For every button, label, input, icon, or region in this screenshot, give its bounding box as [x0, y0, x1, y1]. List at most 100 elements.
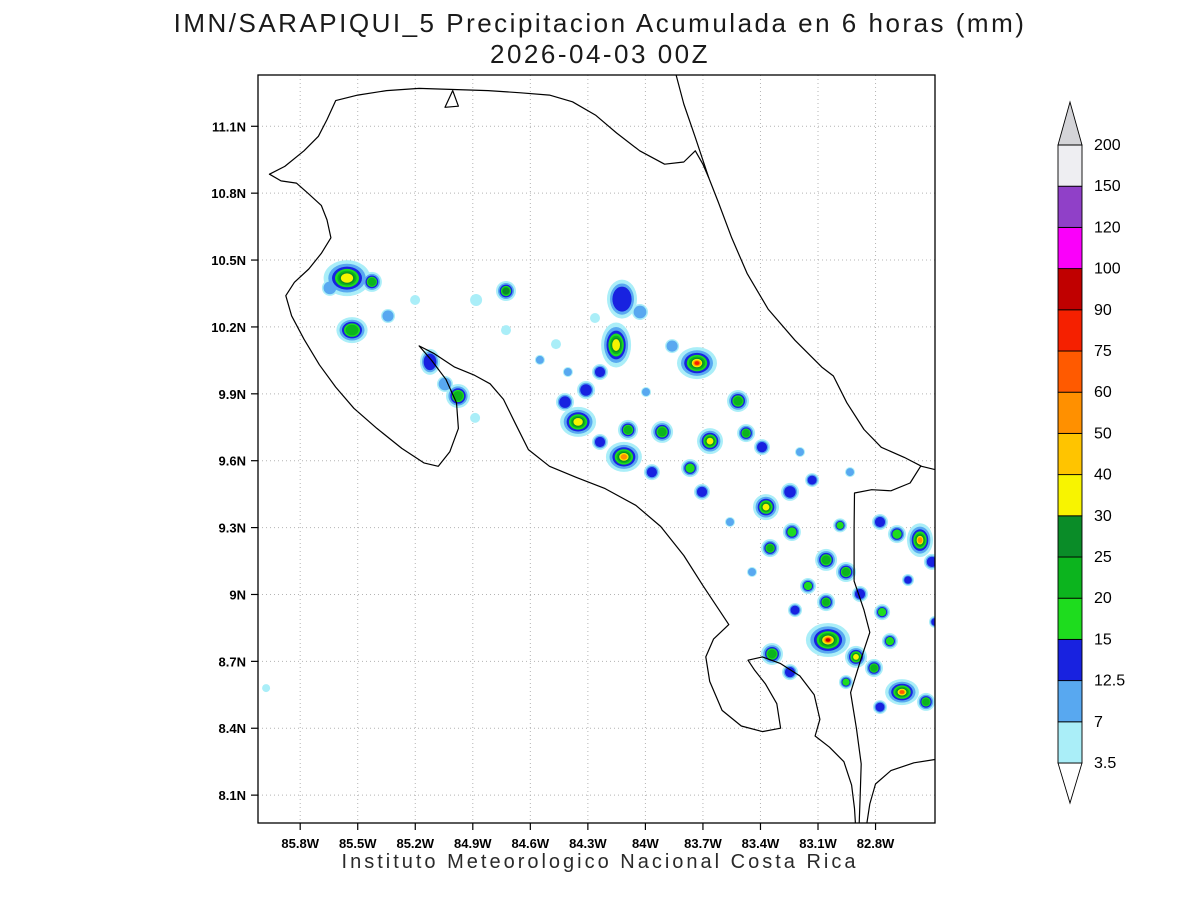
precip-cell-contour — [612, 286, 632, 312]
precip-cell-contour — [878, 608, 887, 617]
colorbar-label: 20 — [1094, 590, 1112, 607]
y-axis-tick-label: 10.5N — [211, 253, 246, 268]
precip-cell-contour — [423, 353, 437, 371]
precip-cell-contour — [340, 273, 354, 283]
precip-cell-contour — [822, 598, 830, 606]
axis-ticks-layer: 85.8W 85.5W 85.2W 84.9W 84.6W 84.3W 84W 83.7W 83… — [211, 119, 895, 851]
precip-cell-contour — [501, 325, 511, 336]
precip-cell-contour — [706, 437, 714, 445]
x-axis-tick-label: 84.6W — [512, 836, 550, 851]
x-axis-tick-label: 84.9W — [454, 836, 492, 851]
y-axis-tick-label: 9.6N — [219, 454, 246, 469]
colorbar-segment — [1057, 721, 1083, 764]
precip-cell-contour — [666, 340, 678, 352]
colorbar-segment — [1057, 391, 1083, 434]
precip-cell-contour — [726, 518, 734, 526]
precip-cell-contour — [733, 396, 743, 406]
precip-cell-contour — [767, 649, 777, 659]
x-axis-tick-label: 83.4W — [742, 836, 780, 851]
x-axis-tick-label: 85.8W — [281, 836, 319, 851]
colorbar-segment — [1057, 144, 1083, 187]
precip-cell-contour — [559, 396, 571, 408]
figure-datetime: 2026-04-03 00Z — [489, 39, 711, 69]
precip-cell-contour — [470, 294, 483, 306]
x-axis-tick-label: 82.8W — [857, 836, 895, 851]
colorbar-segment — [1057, 268, 1083, 311]
coastline-layer — [268, 75, 935, 823]
precip-cell-contour — [825, 638, 831, 642]
precip-cell-contour — [367, 277, 376, 286]
colorbar-segment — [1057, 474, 1083, 517]
precip-cell-contour — [875, 702, 885, 712]
precip-cell-contour — [580, 384, 592, 396]
precip-cell-contour — [594, 436, 606, 448]
precip-cell-contour — [807, 475, 817, 485]
precip-cell-contour — [874, 516, 886, 528]
precip-cell-contour — [620, 454, 627, 460]
colorbar-label: 120 — [1094, 219, 1121, 236]
y-axis-tick-label: 10.8N — [211, 186, 246, 201]
x-axis-tick-label: 85.2W — [396, 836, 434, 851]
colorbar-label: 100 — [1094, 261, 1121, 278]
precip-cell-contour — [502, 287, 510, 295]
colorbar-segment — [1057, 638, 1083, 682]
colorbar-label: 30 — [1094, 508, 1112, 525]
colorbar-label: 12.5 — [1094, 673, 1125, 690]
precip-cell-contour — [696, 486, 708, 497]
precip-cell-contour — [551, 339, 561, 350]
precip-cell-contour — [563, 368, 572, 376]
precip-cell-contour — [742, 429, 750, 437]
plot-frame — [257, 74, 936, 824]
precip-cell-contour — [345, 324, 359, 336]
precip-cell-contour — [821, 555, 831, 565]
map-outline-pacific-coast — [268, 173, 856, 823]
colorbar-below-min-triangle — [1057, 762, 1083, 805]
x-axis-tick-label: 84W — [632, 836, 659, 851]
precip-cell-contour — [612, 339, 620, 351]
map-outline-lake-island — [444, 90, 459, 108]
map-outline-caribbean-coast — [675, 75, 935, 471]
colorbar-label: 40 — [1094, 467, 1112, 484]
colorbar-segment — [1057, 556, 1083, 599]
precip-cell-contour — [748, 568, 756, 576]
precip-cell-contour — [885, 637, 895, 646]
colorbar-label: 150 — [1094, 178, 1121, 195]
colorbar-segment — [1057, 185, 1083, 228]
precip-cell-contour — [922, 698, 930, 706]
y-axis-tick-label: 8.4N — [219, 721, 246, 736]
colorbar-segment — [1057, 432, 1083, 476]
x-axis-tick-label: 83.7W — [684, 836, 722, 851]
figure-title: IMN/SARAPIQUI_5 Precipitacion Acumulada … — [173, 8, 1027, 38]
map-outline-nicaragua-border-lake — [268, 87, 710, 179]
precip-cell-contour — [841, 567, 851, 577]
precip-cell-contour — [694, 361, 700, 365]
precip-cell-contour — [803, 581, 813, 591]
x-axis-tick-label: 85.5W — [339, 836, 377, 851]
colorbar-segment — [1057, 515, 1083, 558]
precip-cell-contour — [842, 678, 850, 686]
x-axis-tick-label: 83.1W — [799, 836, 837, 851]
y-axis-tick-label: 8.1N — [219, 788, 246, 803]
colorbar-label: 3.5 — [1094, 755, 1116, 772]
precip-cell-contour — [931, 618, 935, 626]
precip-cell-contour — [642, 388, 650, 396]
precip-cell-contour — [594, 366, 606, 378]
precip-cell-contour — [917, 537, 923, 543]
colorbar-label: 75 — [1094, 343, 1112, 360]
precip-cell-contour — [904, 576, 912, 584]
map-outline-panama-border — [850, 465, 922, 823]
precip-cell-contour — [323, 281, 337, 295]
precip-cell-contour — [846, 468, 854, 477]
precip-cell-contour — [382, 310, 394, 322]
precip-cell-contour — [633, 305, 647, 319]
y-axis-tick-label: 9N — [229, 587, 246, 602]
precip-cell-contour — [470, 412, 481, 423]
precip-cell-contour — [657, 427, 667, 437]
precip-cell-contour — [623, 425, 633, 434]
y-axis-tick-label: 9.3N — [219, 521, 246, 536]
precip-cell-contour — [535, 355, 544, 364]
precip-cell-contour — [787, 527, 797, 537]
precip-cell-contour — [790, 605, 800, 615]
precip-cell-contour — [892, 529, 902, 539]
